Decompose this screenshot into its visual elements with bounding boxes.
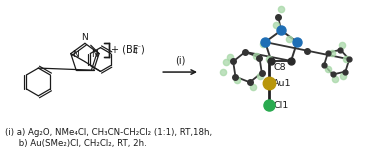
Text: N: N — [72, 50, 79, 59]
Text: b) Au(SMe₂)Cl, CH₂Cl₂, RT, 2h.: b) Au(SMe₂)Cl, CH₂Cl₂, RT, 2h. — [5, 139, 146, 149]
Text: Au1: Au1 — [273, 79, 292, 88]
Text: N: N — [91, 50, 98, 59]
Text: (i) a) Ag₂O, NMe₄Cl, CH₃CN-CH₂Cl₂ (1:1), RT,18h,: (i) a) Ag₂O, NMe₄Cl, CH₃CN-CH₂Cl₂ (1:1),… — [5, 128, 212, 136]
Text: ⁻: ⁻ — [137, 43, 141, 52]
Text: + (BF: + (BF — [111, 45, 139, 55]
Text: 4: 4 — [132, 47, 137, 56]
Text: (i): (i) — [175, 55, 185, 65]
Text: Cl1: Cl1 — [273, 101, 288, 110]
Text: N: N — [82, 33, 88, 42]
Text: ): ) — [140, 45, 144, 55]
Text: C8: C8 — [273, 63, 286, 72]
